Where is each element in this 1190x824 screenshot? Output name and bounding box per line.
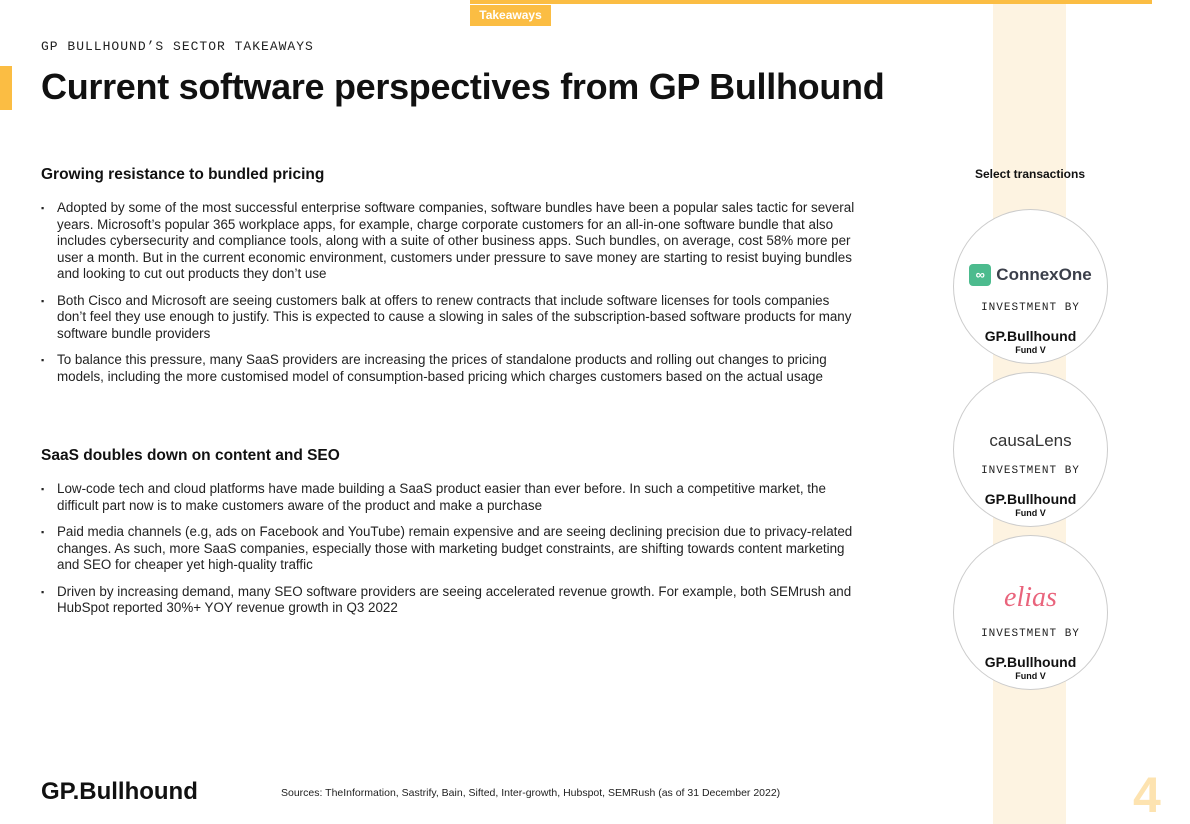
bullet: Adopted by some of the most successful e… — [41, 200, 861, 283]
fund: Fund V — [1015, 345, 1046, 355]
transaction-connexone: ∞ ConnexOne INVESTMENT BY GP.Bullhound Fu… — [953, 209, 1108, 364]
elias-logo: elias — [1004, 582, 1057, 613]
investment-label: INVESTMENT BY — [981, 302, 1080, 314]
fund: Fund V — [1015, 671, 1046, 681]
link-icon: ∞ — [969, 264, 992, 286]
investor: GP.Bullhound — [984, 654, 1077, 670]
investment-label: INVESTMENT BY — [981, 628, 1080, 640]
page-number: 4 — [1133, 767, 1161, 823]
investor: GP.Bullhound — [984, 491, 1077, 507]
bullet: Driven by increasing demand, many SEO so… — [41, 584, 861, 617]
kicker: GP BULLHOUND’S SECTOR TAKEAWAYS — [41, 39, 314, 54]
sidebar-title: Select transactions — [974, 167, 1086, 181]
section-heading: Growing resistance to bundled pricing — [41, 166, 325, 183]
section-content-seo: SaaS doubles down on content and SEO Low… — [41, 447, 861, 627]
transaction-causalens: causaLens INVESTMENT BY GP.Bullhound Fun… — [953, 372, 1108, 527]
gp-bullhound-logo: GP.Bullhound — [41, 778, 198, 805]
page-title: Current software perspectives from GP Bu… — [41, 66, 885, 107]
investor: GP.Bullhound — [984, 328, 1077, 344]
bullet: To balance this pressure, many SaaS prov… — [41, 352, 861, 385]
bullet: Low-code tech and cloud platforms have m… — [41, 481, 861, 514]
bullet: Paid media channels (e.g, ads on Faceboo… — [41, 524, 861, 574]
top-accent-line — [470, 0, 1152, 4]
bullet: Both Cisco and Microsoft are seeing cust… — [41, 293, 861, 343]
transaction-elias: elias INVESTMENT BY GP.Bullhound Fund V — [953, 535, 1108, 690]
investment-label: INVESTMENT BY — [981, 465, 1080, 477]
fund: Fund V — [1015, 508, 1046, 518]
section-heading: SaaS doubles down on content and SEO — [41, 447, 340, 464]
sources-note: Sources: TheInformation, Sastrify, Bain,… — [281, 787, 781, 799]
title-accent-bar — [0, 66, 12, 110]
section-bundled-pricing: Growing resistance to bundled pricing Ad… — [41, 166, 861, 395]
connexone-logo: ∞ ConnexOne — [969, 264, 1092, 286]
section-tag: Takeaways — [470, 5, 551, 26]
causalens-logo: causaLens — [989, 431, 1072, 450]
